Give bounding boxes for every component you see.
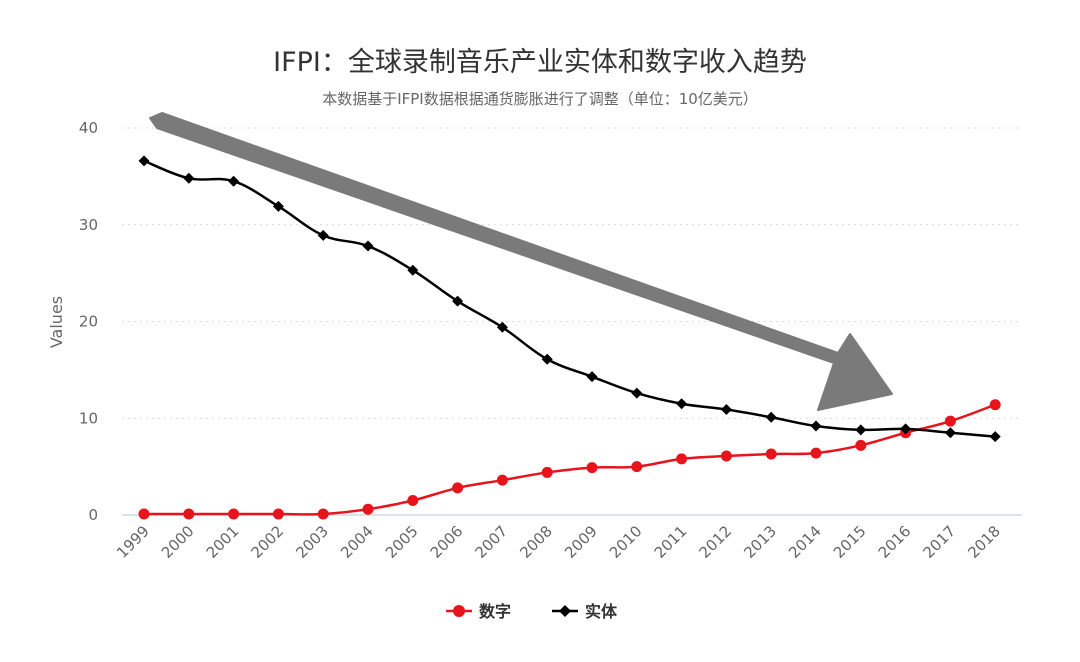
data-point [496,321,508,333]
x-tick-label: 1999 [113,522,153,562]
data-point [900,423,912,435]
legend-label: 实体 [585,602,618,621]
y-tick-label: 40 [79,119,98,137]
x-tick-label: 2014 [785,522,825,562]
x-tick-label: 2010 [606,522,646,562]
data-point [631,387,643,399]
data-point [452,295,464,307]
x-tick-label: 2002 [247,522,287,562]
x-tick-label: 2015 [830,522,870,562]
x-tick-label: 2006 [427,522,467,562]
x-tick-label: 2007 [471,522,511,562]
x-tick-label: 2016 [875,522,915,562]
grid-lines [122,127,1022,419]
x-axis-ticks: 1999 2000 2001 2002 2003 2004 2005 2006 2007 2008… [113,522,1004,562]
data-point [407,264,419,276]
data-point [944,427,956,439]
data-point [183,508,195,520]
data-point [676,398,688,410]
data-point [765,411,777,423]
data-point [138,508,150,520]
data-point [272,200,284,212]
data-point [541,466,553,478]
data-point [362,503,374,515]
x-tick-label: 2008 [516,522,556,562]
x-tick-label: 2012 [695,522,735,562]
y-tick-label: 10 [79,409,98,427]
series-line [143,403,996,516]
data-point [989,399,1001,411]
data-point [362,240,374,252]
legend-item-digital[interactable]: 数字 [446,602,511,621]
data-point [631,461,643,473]
series-physical [138,155,1001,443]
legend-label: 数字 [479,602,511,621]
data-point [586,371,598,383]
data-point [317,508,329,520]
data-point [183,172,195,184]
data-point [810,420,822,432]
data-point [676,453,688,465]
series-group [138,155,1001,520]
chart-title: IFPI：全球录制音乐产业实体和数字收入趋势 [273,47,807,78]
x-tick-label: 2017 [919,522,959,562]
data-point [720,450,732,462]
data-point [138,155,150,167]
data-point [272,508,284,520]
data-point [541,353,553,365]
x-tick-label: 2000 [158,522,198,562]
series-digital [138,399,1001,520]
y-tick-label: 30 [79,216,98,234]
y-axis-label: Values [47,296,66,348]
y-tick-label: 0 [88,506,98,524]
x-tick-label: 2004 [337,522,377,562]
x-tick-label: 2018 [964,522,1004,562]
x-tick-label: 2001 [203,522,243,562]
data-point [496,474,508,486]
data-point [944,415,956,427]
x-tick-label: 2005 [382,522,422,562]
x-tick-label: 2009 [561,522,601,562]
legend-item-physical[interactable]: 实体 [552,602,618,621]
legend-marker [559,605,571,617]
y-tick-label: 20 [79,313,98,331]
data-point [765,448,777,460]
y-axis-ticks: 0 10 20 30 40 [79,119,98,524]
legend: 数字 实体 [446,602,618,621]
trend-arrow-icon [149,112,893,411]
data-point [855,439,867,451]
legend-marker [453,605,465,617]
data-point [810,447,822,459]
x-tick-label: 2003 [292,522,332,562]
data-point [228,175,240,187]
x-tick-label: 2011 [651,522,691,562]
data-point [989,431,1001,443]
data-point [586,462,598,474]
data-point [228,508,240,520]
chart-subtitle: 本数据基于IFPI数据根据通货膨胀进行了调整（单位：10亿美元） [322,90,758,108]
data-point [720,404,732,416]
data-point [317,229,329,241]
data-point [452,482,464,494]
x-tick-label: 2013 [740,522,780,562]
data-point [855,424,867,436]
data-point [407,494,419,506]
